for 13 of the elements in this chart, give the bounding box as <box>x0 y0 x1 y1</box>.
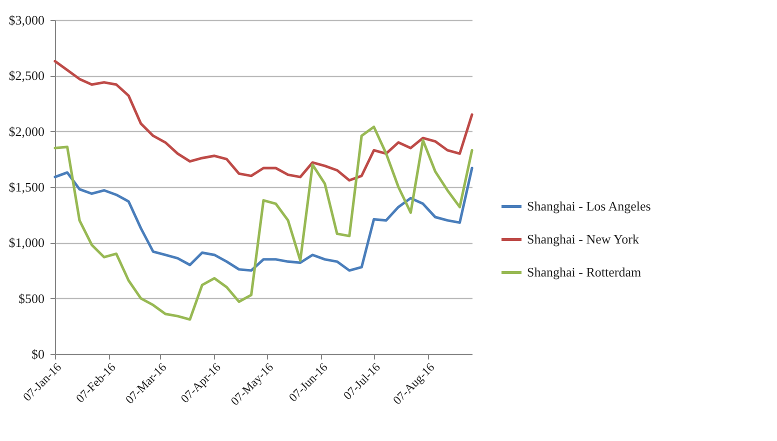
legend-label: Shanghai - Los Angeles <box>527 198 651 214</box>
y-tick-label: $0 <box>32 346 44 362</box>
y-tick-label: $500 <box>18 290 44 306</box>
line-series <box>54 166 474 272</box>
line-series <box>54 126 474 321</box>
y-tick-label: $2,500 <box>8 68 44 84</box>
y-tick-label: $3,000 <box>8 12 44 28</box>
y-tick-label: $1,000 <box>8 235 44 250</box>
y-tick-label: $1,500 <box>8 180 44 194</box>
line-series <box>54 60 474 182</box>
legend-label: Shanghai - Rotterdam <box>527 264 642 280</box>
legend-label: Shanghai - New York <box>527 232 640 246</box>
y-tick-label: $2,000 <box>8 124 44 139</box>
